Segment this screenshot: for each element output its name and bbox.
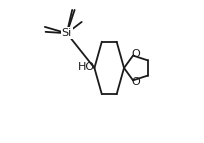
Text: Si: Si bbox=[61, 28, 72, 38]
Text: O: O bbox=[131, 77, 140, 87]
Text: O: O bbox=[131, 49, 140, 59]
Text: HO: HO bbox=[77, 62, 94, 72]
